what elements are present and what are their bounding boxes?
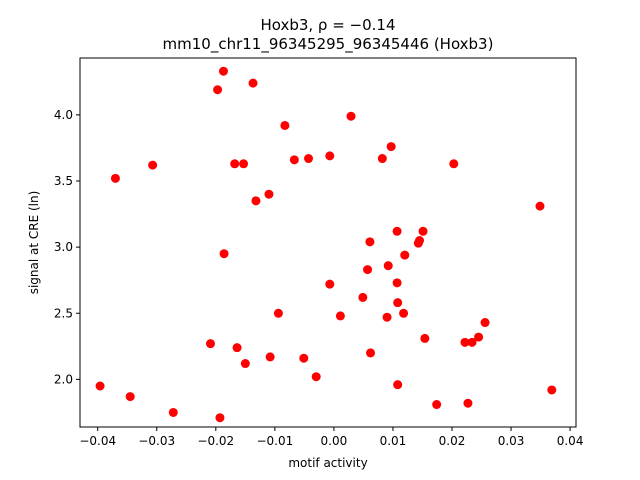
y-axis-ticks: 2.0 2.5 3.0 3.5 4.0	[54, 108, 80, 386]
scatter-point	[393, 380, 403, 390]
x-tick-label: −0.01	[256, 434, 293, 448]
y-tick-label: 2.0	[54, 372, 73, 386]
scatter-point	[311, 372, 321, 382]
scatter-point	[418, 226, 428, 236]
scatter-point	[393, 298, 403, 308]
plot-frame	[79, 57, 577, 428]
scatter-point	[218, 66, 228, 76]
y-tick-label: 4.0	[54, 108, 73, 122]
scatter-point	[325, 279, 335, 289]
y-tick-label: 2.5	[54, 306, 73, 320]
scatter-point	[304, 154, 314, 164]
x-tick-label: 0.04	[557, 434, 584, 448]
x-tick-label: 0.00	[321, 434, 348, 448]
scatter-point	[432, 400, 442, 410]
scatter-point	[449, 159, 459, 169]
scatter-point	[280, 120, 290, 130]
scatter-point	[415, 236, 425, 246]
scatter-point	[377, 154, 387, 164]
x-tick-label: 0.02	[439, 434, 466, 448]
scatter-point	[239, 159, 249, 169]
x-tick-label: −0.03	[138, 434, 175, 448]
x-axis-ticks: −0.04 −0.03 −0.02 −0.01 0.00 0.01 0.02 0.03 0.04	[79, 427, 583, 448]
scatter-point	[547, 385, 557, 395]
scatter-point	[273, 308, 283, 318]
scatter-point	[460, 337, 470, 347]
scatter-point	[213, 85, 223, 95]
scatter-point	[392, 226, 402, 236]
scatter-point	[366, 348, 376, 358]
scatter-point	[232, 343, 242, 353]
scatter-point	[335, 311, 345, 321]
x-tick-label: 0.01	[380, 434, 407, 448]
scatter-point	[219, 249, 229, 259]
x-tick-label: 0.03	[498, 434, 525, 448]
scatter-point	[110, 173, 120, 183]
scatter-point	[392, 278, 402, 288]
scatter-point	[474, 332, 484, 342]
chart-title-line-2: mm10_chr11_96345295_96345446 (Hoxb3)	[163, 35, 494, 54]
scatter-point	[346, 111, 356, 121]
scatter-point	[480, 318, 490, 328]
scatter-point	[382, 312, 392, 322]
scatter-point	[289, 155, 299, 165]
x-tick-label: −0.02	[197, 434, 234, 448]
scatter-point	[400, 250, 410, 260]
scatter-point	[420, 333, 430, 343]
scatter-point	[463, 398, 473, 408]
data-points	[95, 66, 557, 423]
scatter-point	[240, 359, 250, 369]
scatter-point	[125, 392, 135, 402]
scatter-point	[230, 159, 240, 169]
scatter-point	[535, 201, 545, 211]
scatter-point	[399, 308, 409, 318]
scatter-point	[265, 352, 275, 362]
scatter-point	[365, 237, 375, 247]
x-axis-label: motif activity	[288, 456, 367, 470]
scatter-point	[95, 381, 105, 391]
scatter-point	[215, 413, 225, 423]
chart-title-line-1: Hoxb3, ρ = −0.14	[260, 16, 395, 34]
scatter-point	[148, 160, 158, 170]
scatter-point	[205, 339, 215, 349]
scatter-point	[248, 78, 258, 88]
scatter-point	[168, 407, 178, 417]
scatter-point	[358, 292, 368, 302]
scatter-point	[467, 337, 477, 347]
scatter-point	[383, 261, 393, 271]
scatter-point	[363, 265, 373, 275]
y-axis-label: signal at CRE (ln)	[27, 191, 41, 295]
scatter-point	[264, 189, 274, 199]
scatter-point	[299, 353, 309, 363]
scatter-point	[386, 142, 396, 152]
scatter-point	[251, 196, 261, 206]
y-tick-label: 3.0	[54, 240, 73, 254]
scatter-point	[325, 151, 335, 161]
y-tick-label: 3.5	[54, 174, 73, 188]
x-tick-label: −0.04	[79, 434, 116, 448]
